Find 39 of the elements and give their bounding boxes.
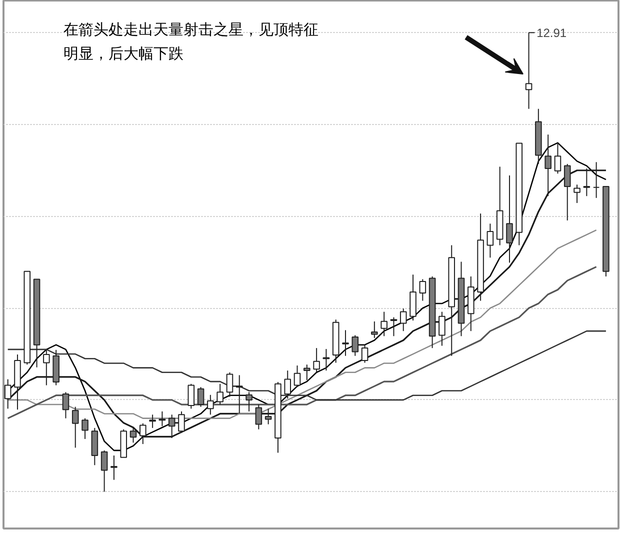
candlestick (178, 410, 185, 434)
candlestick (255, 404, 262, 430)
candlestick (72, 406, 79, 448)
candlestick (197, 386, 204, 408)
candlestick (216, 383, 224, 406)
candlestick (352, 334, 359, 356)
candlestick (322, 348, 330, 372)
candlestick (188, 383, 195, 410)
candlestick (486, 223, 494, 258)
candlestick (390, 316, 398, 337)
annotation: 在箭头处走出天量射击之星，见顶特征明显，后大幅下跌 (64, 22, 318, 62)
candlestick (284, 370, 291, 400)
annotation: 12.91 (536, 26, 567, 40)
candlestick (62, 392, 70, 419)
candlestick (207, 394, 214, 416)
candlestick (574, 184, 580, 204)
candlestick (100, 450, 108, 492)
candlestick (304, 364, 310, 381)
candlestick (264, 408, 272, 425)
candlestick (554, 142, 562, 174)
candlestick (226, 372, 234, 398)
candlestick (82, 418, 88, 440)
candlestick (419, 278, 426, 302)
candlestick (506, 174, 513, 264)
candlestick (400, 308, 407, 332)
candlestick (149, 414, 156, 428)
candlestick (342, 330, 349, 356)
candlestick (371, 320, 378, 338)
candlestick (246, 392, 252, 412)
candlestick (110, 455, 118, 480)
candlestick (525, 32, 532, 110)
candlestick (313, 348, 320, 373)
candlestick (361, 344, 368, 364)
candlestick (294, 365, 301, 388)
candlestick (380, 311, 388, 337)
candlestick (43, 349, 50, 386)
candlestick (236, 374, 243, 414)
candlestick (158, 410, 166, 427)
candlestick (438, 311, 446, 346)
